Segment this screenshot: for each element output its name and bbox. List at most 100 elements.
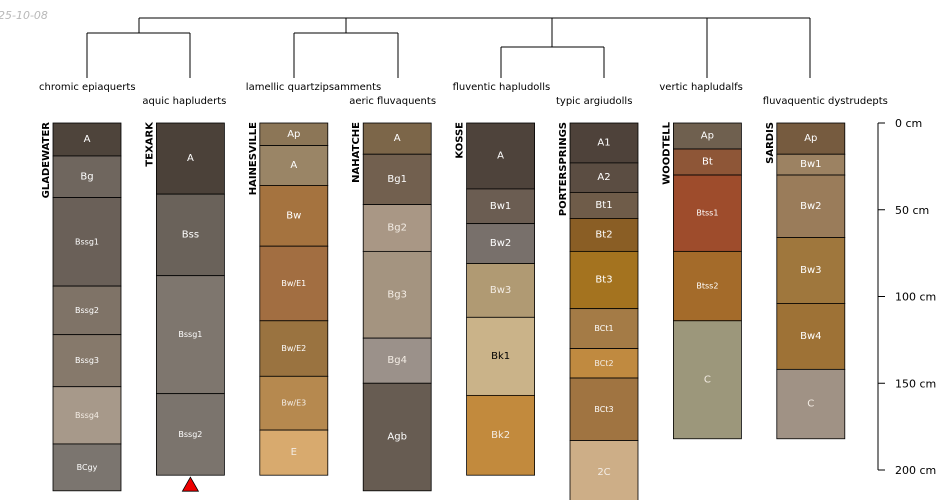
horizon-label: Bssg2 bbox=[75, 306, 99, 315]
horizon-block bbox=[259, 185, 329, 247]
horizon-block bbox=[52, 285, 122, 336]
horizon-block bbox=[673, 250, 742, 322]
horizon-label: A bbox=[394, 133, 401, 144]
axis-tick-label: 150 cm bbox=[895, 377, 936, 390]
horizon-label: Bt3 bbox=[595, 275, 612, 286]
horizon-block bbox=[52, 122, 122, 157]
horizon-label: Bg2 bbox=[387, 222, 407, 233]
horizon-label: BCt2 bbox=[594, 359, 613, 368]
horizon-label: Bw bbox=[286, 210, 301, 221]
taxonomy-label: lamellic quartzipsamments bbox=[246, 82, 381, 93]
profile-name: PORTERSPRINGS bbox=[558, 122, 569, 216]
horizon-block bbox=[673, 320, 742, 440]
axis-tick-label: 50 cm bbox=[895, 204, 929, 217]
profile-name: HAINESVILLE bbox=[248, 122, 259, 195]
horizon-block bbox=[155, 393, 225, 476]
axis-tick-label: 100 cm bbox=[895, 291, 936, 304]
horizon-block bbox=[362, 250, 432, 339]
horizon-block bbox=[569, 377, 639, 441]
horizon-block bbox=[569, 440, 639, 500]
profile-woodtell: vertic hapludalfs WOODTELL Ap Bt Btss1 Btss2 C bbox=[659, 82, 743, 440]
horizon-block bbox=[569, 348, 639, 379]
horizon-label: Bw4 bbox=[800, 331, 821, 342]
bottom-marker-icon bbox=[181, 476, 200, 492]
horizon-block bbox=[776, 237, 846, 304]
horizon-label: A bbox=[497, 150, 504, 161]
horizon-block bbox=[466, 394, 536, 476]
horizon-block bbox=[52, 197, 122, 287]
profile-hainesville: lamellic quartzipsamments HAINESVILLE Ap A B… bbox=[246, 82, 381, 476]
horizon-label: Bssg3 bbox=[75, 356, 99, 365]
horizon-block bbox=[776, 368, 846, 440]
date-stamp: 25-10-08 bbox=[0, 9, 48, 22]
profile-name: WOODTELL bbox=[661, 121, 672, 184]
horizon-block bbox=[362, 204, 432, 252]
horizon-label: A bbox=[84, 134, 91, 145]
horizon-label: Bssg1 bbox=[75, 237, 99, 246]
horizon-label: Bw/E2 bbox=[281, 344, 306, 353]
horizon-label: Btss2 bbox=[696, 282, 718, 291]
horizon-label: Bw1 bbox=[490, 201, 511, 212]
horizon-label: Bg4 bbox=[387, 355, 407, 366]
horizon-label: C bbox=[807, 399, 814, 410]
profile-name: KOSSE bbox=[455, 122, 466, 159]
horizon-label: Bw1 bbox=[800, 159, 821, 170]
taxonomy-label: typic argiudolls bbox=[556, 96, 632, 107]
horizon-block bbox=[52, 443, 122, 492]
horizon-block bbox=[569, 162, 639, 193]
horizon-label: Bssg4 bbox=[75, 411, 99, 420]
horizon-label: Agb bbox=[387, 432, 407, 443]
horizon-label: Bt2 bbox=[595, 229, 612, 240]
horizon-label: BCgy bbox=[77, 463, 98, 472]
horizon-block bbox=[776, 174, 846, 238]
axis-tick-label: 0 cm bbox=[895, 117, 922, 130]
horizon-label: A bbox=[290, 160, 297, 171]
taxonomy-label: chromic epiaquerts bbox=[39, 82, 136, 93]
profile-portersprings: typic argiudolls PORTERSPRINGS A1 A2 Bt1 Bt2 B… bbox=[556, 96, 639, 500]
horizon-label: E bbox=[291, 447, 297, 458]
taxonomy-label: fluventic hapludolls bbox=[453, 82, 551, 93]
horizon-label: Btss1 bbox=[696, 209, 718, 218]
horizon-label: C bbox=[704, 374, 711, 385]
horizon-block bbox=[259, 375, 329, 431]
axis-tick-label: 200 cm bbox=[895, 464, 936, 477]
horizon-label: Ap bbox=[287, 129, 300, 140]
horizon-block bbox=[569, 308, 639, 349]
horizon-label: Bw/E3 bbox=[281, 399, 306, 408]
soil-profiles: chromic epiaquerts GLADEWATER A Bg Bssg1 Bssg… bbox=[39, 82, 888, 500]
profile-name: SARDIS bbox=[765, 122, 776, 164]
horizon-label: A bbox=[187, 153, 194, 164]
profile-name: GLADEWATER bbox=[41, 122, 52, 199]
profile-gladewater: chromic epiaquerts GLADEWATER A Bg Bssg1 Bssg… bbox=[39, 82, 136, 492]
horizon-label: Bk2 bbox=[491, 430, 510, 441]
profile-kosse: fluventic hapludolls KOSSE A Bw1 Bw2 Bw3 Bk1 Bk… bbox=[453, 82, 551, 476]
horizon-block bbox=[362, 337, 432, 384]
horizon-block bbox=[569, 191, 639, 219]
horizon-label: 2C bbox=[597, 467, 610, 478]
profile-nahatche: aeric fluvaquents NAHATCHE A Bg1 Bg2 Bg3 Bg4 Ag… bbox=[349, 96, 436, 492]
depth-axis: 0 cm 50 cm 100 cm 150 cm 200 cm bbox=[877, 117, 936, 477]
horizon-block bbox=[155, 193, 225, 277]
horizon-label: Bss bbox=[182, 229, 199, 240]
taxonomy-label: aquic hapluderts bbox=[142, 96, 226, 107]
horizon-block bbox=[362, 382, 432, 492]
horizon-block bbox=[155, 275, 225, 395]
horizon-block bbox=[776, 122, 846, 155]
horizon-block bbox=[259, 145, 329, 186]
horizon-block bbox=[569, 218, 639, 252]
horizon-label: BCt3 bbox=[594, 405, 613, 414]
horizon-block bbox=[362, 122, 432, 155]
horizon-label: Bw/E1 bbox=[281, 279, 306, 288]
profile-texark: aquic hapluderts TEXARK A Bss Bssg1 Bssg2 bbox=[142, 96, 226, 492]
horizon-label: Bw2 bbox=[800, 201, 821, 212]
profile-sardis: fluvaquentic dystrudepts SARDIS Ap Bw1 Bw2 Bw… bbox=[763, 96, 888, 440]
taxonomy-label: aeric fluvaquents bbox=[349, 96, 436, 107]
horizon-label: Bg1 bbox=[387, 174, 407, 185]
horizon-block bbox=[569, 122, 639, 164]
horizon-block bbox=[259, 320, 329, 377]
horizon-label: Bw2 bbox=[490, 238, 511, 249]
horizon-label: Bg bbox=[80, 171, 93, 182]
horizon-label: Bssg2 bbox=[178, 430, 202, 439]
horizon-label: Bssg1 bbox=[178, 330, 202, 339]
